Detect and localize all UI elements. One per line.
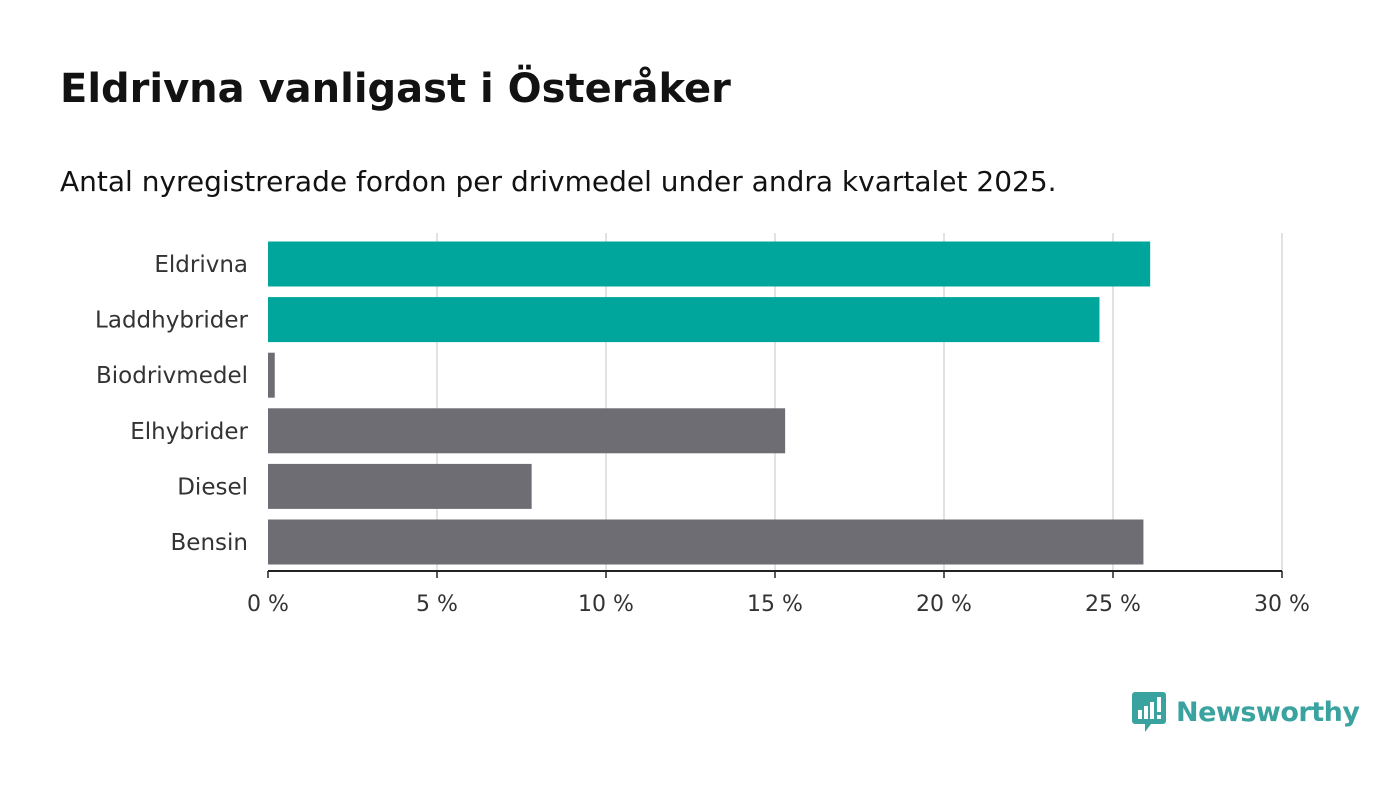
category-label: Bensin	[171, 530, 248, 556]
bars	[268, 241, 1151, 565]
newsworthy-logo-icon	[1132, 692, 1166, 732]
x-tick-label: 15 %	[747, 592, 803, 617]
x-tick-label: 10 %	[578, 592, 634, 617]
category-label: Biodrivmedel	[96, 363, 248, 389]
bar-laddhybrider	[268, 297, 1100, 343]
x-tick-label: 5 %	[416, 592, 458, 617]
newsworthy-logo: Newsworthy	[1132, 692, 1360, 732]
x-tick-label: 20 %	[916, 592, 972, 617]
chart-subtitle: Antal nyregistrerade fordon per drivmede…	[60, 165, 1057, 198]
bar-eldrivna	[268, 241, 1151, 287]
category-label: Laddhybrider	[95, 308, 248, 334]
category-labels: Eldrivna Laddhybrider Biodrivmedel Elhybrid…	[95, 252, 248, 556]
bar-biodrivmedel	[268, 352, 275, 398]
category-label: Diesel	[177, 474, 248, 500]
bar-chart: Eldrivna Laddhybrider Biodrivmedel Elhybrid…	[95, 233, 1310, 617]
x-axis: 0 % 5 % 10 % 15 % 20 % 25 % 30 %	[247, 570, 1310, 617]
category-label: Elhybrider	[130, 419, 248, 445]
bar-bensin	[268, 519, 1144, 565]
chart-title: Eldrivna vanligast i Österåker	[60, 66, 731, 112]
brand-name: Newsworthy	[1176, 696, 1360, 728]
category-label: Eldrivna	[154, 252, 248, 278]
grid-lines	[436, 233, 1283, 571]
bar-diesel	[268, 463, 532, 509]
x-tick-label: 30 %	[1254, 592, 1310, 617]
x-tick-label: 0 %	[247, 592, 289, 617]
x-tick-label: 25 %	[1085, 592, 1141, 617]
bar-elhybrider	[268, 408, 786, 454]
